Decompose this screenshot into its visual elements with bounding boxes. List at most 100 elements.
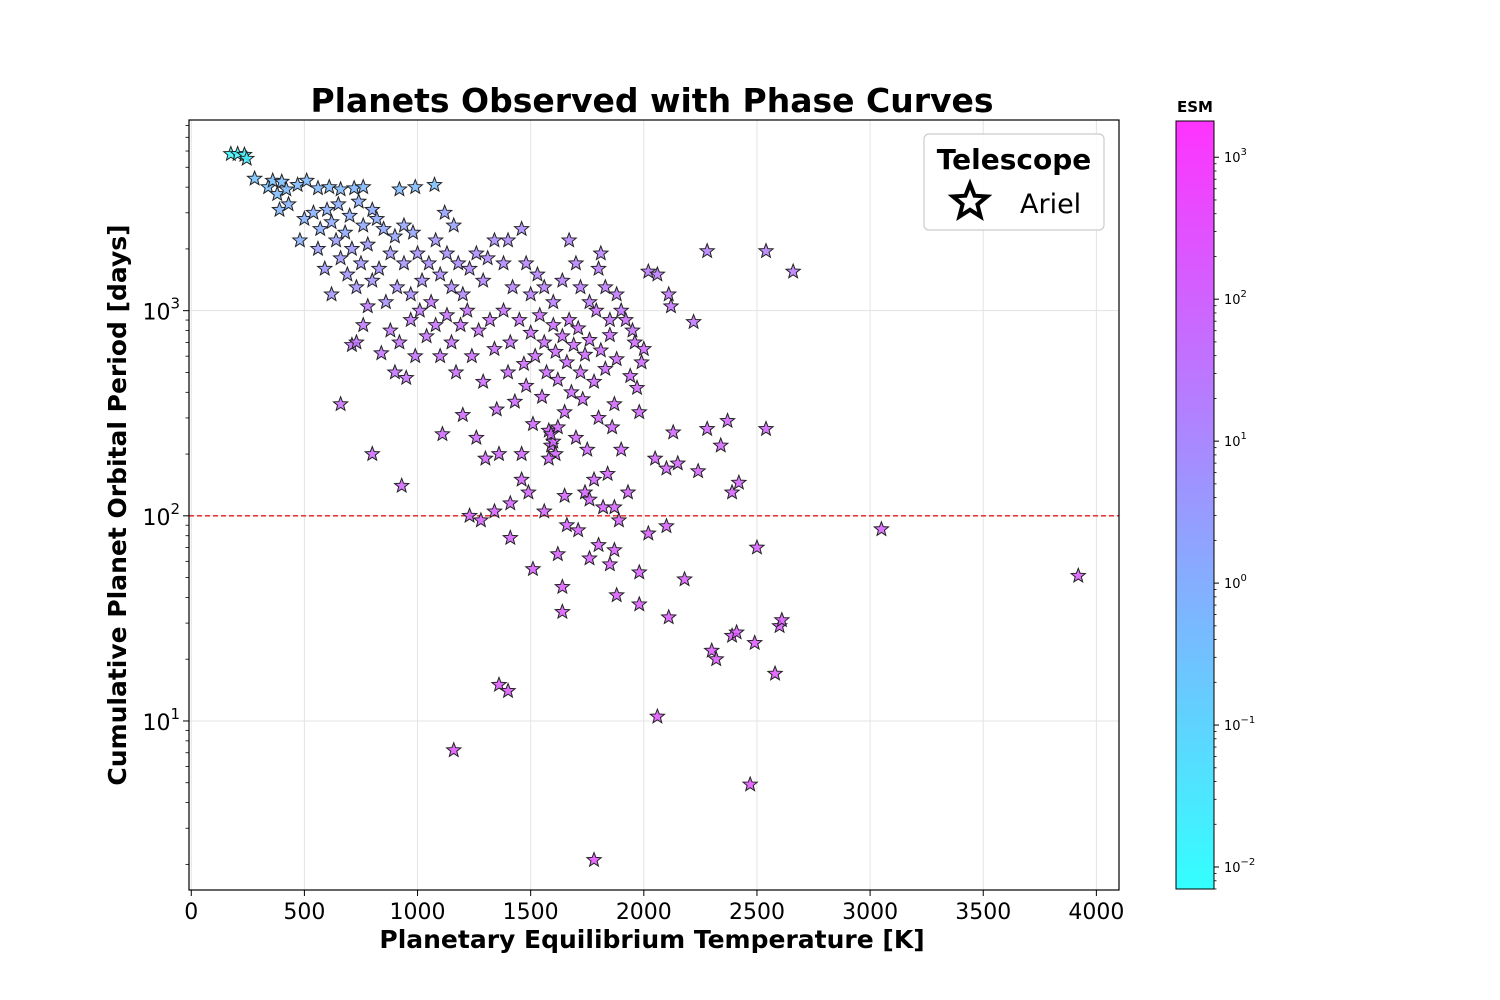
data-point-star xyxy=(501,333,519,350)
data-point-star xyxy=(560,311,578,328)
data-point-star xyxy=(547,342,565,360)
data-point-star xyxy=(569,319,587,336)
x-tick-label: 2000 xyxy=(616,900,672,925)
data-point-star xyxy=(474,372,492,390)
data-point-star xyxy=(309,240,327,257)
data-point-star xyxy=(519,483,537,500)
colorbar-tick-label: 10−2 xyxy=(1224,857,1255,876)
data-point-star xyxy=(359,297,377,314)
data-point-star xyxy=(581,293,598,310)
data-point-star xyxy=(617,311,635,328)
data-point-star xyxy=(397,369,415,386)
data-point-star xyxy=(298,171,316,188)
data-point-star xyxy=(323,285,341,302)
data-point-star xyxy=(354,316,372,333)
data-point-star xyxy=(596,278,614,295)
data-point-star xyxy=(406,347,424,364)
data-point-star xyxy=(560,231,578,248)
data-point-star xyxy=(610,511,628,528)
data-point-star xyxy=(316,259,334,276)
data-point-star xyxy=(490,445,508,462)
data-point-star xyxy=(522,323,540,341)
data-point-star xyxy=(454,406,472,423)
data-point-star xyxy=(531,306,549,323)
data-point-star xyxy=(553,327,571,344)
x-tick-label: 3500 xyxy=(955,900,1011,925)
data-point-star xyxy=(445,216,463,233)
data-point-star xyxy=(479,249,497,266)
data-point-star xyxy=(556,487,574,504)
data-point-star xyxy=(490,675,508,693)
data-point-star xyxy=(605,541,623,558)
data-point-star xyxy=(510,311,528,328)
data-point-star xyxy=(544,316,562,333)
data-point-star xyxy=(377,293,395,310)
data-point-star xyxy=(1069,566,1087,584)
data-point-star xyxy=(522,285,540,302)
data-point-star xyxy=(402,285,420,302)
data-point-star xyxy=(639,524,657,541)
data-point-star xyxy=(585,372,603,390)
data-point-star xyxy=(449,254,467,271)
data-point-star xyxy=(395,254,413,271)
data-point-star xyxy=(592,244,610,261)
x-tick-label: 0 xyxy=(184,900,198,925)
data-point-star xyxy=(872,520,890,537)
data-point-star xyxy=(454,285,472,302)
data-point-star xyxy=(556,403,574,420)
data-point-star xyxy=(669,454,687,471)
data-point-star xyxy=(504,278,522,295)
data-point-star xyxy=(535,333,553,350)
data-point-star xyxy=(585,851,603,868)
legend-entry-label: Ariel xyxy=(1020,189,1081,220)
data-point-star xyxy=(547,445,565,462)
data-point-star xyxy=(320,178,338,195)
data-point-star xyxy=(311,220,329,237)
data-point-star xyxy=(574,390,592,407)
data-point-star xyxy=(474,271,492,288)
data-point-star xyxy=(291,231,309,248)
data-point-star xyxy=(452,316,469,333)
data-point-star xyxy=(621,367,639,384)
data-point-star xyxy=(338,265,356,282)
data-point-star xyxy=(486,340,503,357)
data-point-star xyxy=(578,440,596,457)
data-point-star xyxy=(657,517,675,534)
data-point-star xyxy=(343,240,361,257)
data-point-star xyxy=(630,563,648,580)
data-point-star xyxy=(273,172,291,189)
x-tick-label: 4000 xyxy=(1068,900,1124,925)
legend-title: Telescope xyxy=(937,143,1092,176)
data-point-star xyxy=(499,231,517,248)
data-point-star xyxy=(347,333,365,350)
data-point-star xyxy=(246,169,264,186)
data-point-star xyxy=(352,254,370,271)
data-point-star xyxy=(499,363,517,380)
data-point-star xyxy=(420,254,438,271)
data-point-star xyxy=(535,502,553,519)
data-point-star xyxy=(277,180,295,197)
data-point-star xyxy=(572,363,589,380)
data-point-star xyxy=(562,383,580,400)
data-point-star xyxy=(565,336,583,353)
data-point-star xyxy=(332,395,350,412)
y-axis-ticks: 101 102 103 xyxy=(142,125,189,865)
data-point-star xyxy=(535,278,553,295)
data-point-star xyxy=(685,313,703,330)
x-tick-label: 3000 xyxy=(842,900,898,925)
data-point-star xyxy=(332,180,350,197)
data-point-star xyxy=(567,428,585,446)
data-point-star xyxy=(558,516,576,533)
data-point-star xyxy=(707,650,725,667)
data-point-star xyxy=(354,178,372,195)
data-point-star xyxy=(646,449,664,466)
data-point-star xyxy=(581,490,598,507)
data-point-star xyxy=(585,470,603,487)
colorbar-tick-label: 101 xyxy=(1224,431,1247,450)
data-point-star xyxy=(443,333,460,350)
data-point-star xyxy=(341,206,359,224)
star-icon xyxy=(947,178,993,221)
data-point-star xyxy=(418,327,436,344)
data-point-star xyxy=(309,179,327,196)
data-point-star xyxy=(447,363,465,380)
